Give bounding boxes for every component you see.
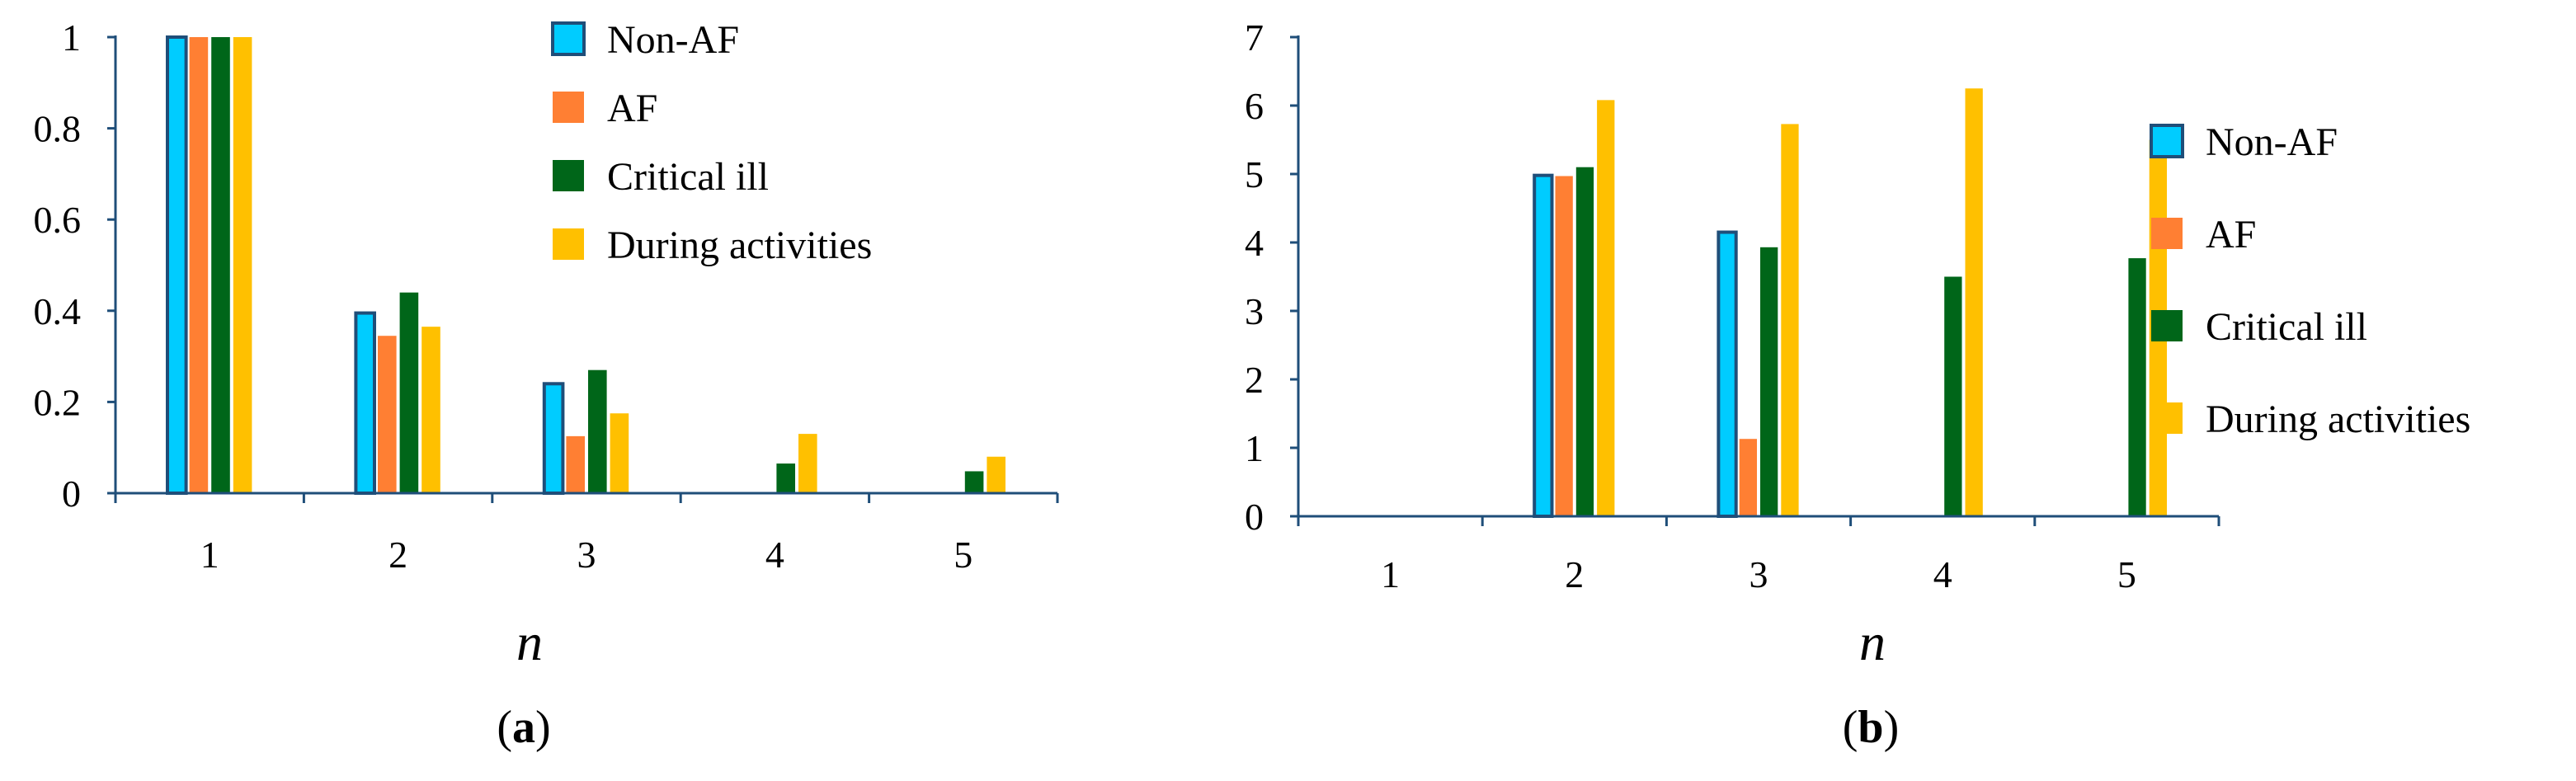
- bar-during-activities-n3: [1781, 124, 1799, 516]
- x-tick-label: 4: [765, 534, 784, 576]
- legend-swatch-critical-ill: [553, 160, 584, 191]
- bar-during-activities-n4: [798, 434, 817, 493]
- bar-non-af-n3: [1717, 230, 1738, 518]
- bar-af-n2: [378, 336, 397, 493]
- bar-af-n3: [566, 435, 585, 493]
- legend-label-critical-ill: Critical ill: [607, 155, 769, 199]
- legend-label-during-activities: During activities: [2206, 398, 2470, 441]
- bar-critical-ill-n4: [1944, 276, 1962, 516]
- legend-label-non-af: Non-AF: [2206, 120, 2338, 164]
- y-tick-label: 0: [1245, 496, 1264, 538]
- bar-during-activities-n4: [1965, 88, 1983, 516]
- bar-critical-ill-n5: [964, 471, 984, 493]
- bar-critical-ill-n4: [776, 463, 795, 493]
- y-tick-label: 1: [62, 16, 81, 59]
- legend-swatch-af: [2151, 218, 2183, 249]
- bar-during-activities-n2: [1597, 100, 1615, 517]
- legend-label-af: AF: [2206, 213, 2256, 256]
- y-tick-label: 5: [1245, 153, 1264, 195]
- legend-label-critical-ill: Critical ill: [2206, 305, 2367, 349]
- panel-label-close: ): [1884, 702, 1900, 753]
- x-tick-label: 3: [1750, 553, 1768, 595]
- chart-panel-a: 00.20.40.60.811 2 3 4 5n(a)Non-AFAFCritical …: [34, 16, 1059, 753]
- x-tick-label: 5: [954, 534, 972, 576]
- bar-non-af-n1: [166, 35, 188, 495]
- bar-during-activities-n5: [987, 456, 1005, 493]
- bar-during-activities-n3: [610, 413, 629, 493]
- bar-during-activities-n2: [421, 327, 440, 493]
- legend-swatch-critical-ill: [2151, 310, 2183, 341]
- panel-label-letter: b: [1858, 702, 1883, 753]
- legend-swatch-during-activities: [2151, 402, 2183, 434]
- y-tick-label: 3: [1245, 290, 1264, 332]
- legend: Non-AF AF Critical ill During activities: [2150, 120, 2470, 441]
- x-tick-label: 4: [1933, 553, 1952, 595]
- bar-non-af-n2: [1533, 173, 1554, 518]
- y-tick-label: 0.2: [34, 381, 82, 423]
- x-tick-label: 3: [577, 534, 596, 576]
- bar-non-af-n2: [354, 311, 376, 495]
- legend: Non-AF AF Critical ill During activities: [551, 18, 872, 267]
- bar-critical-ill-n2: [399, 292, 419, 493]
- panel-label-letter: a: [512, 702, 535, 753]
- panel-label-open: (: [1843, 702, 1858, 753]
- x-tick-label: 1: [1381, 553, 1400, 595]
- x-axis-title: n: [1859, 613, 1886, 671]
- panel-label-close: ): [535, 702, 551, 753]
- bar-af-n3: [1739, 439, 1757, 516]
- y-tick-label: 0.4: [34, 290, 82, 332]
- bar-during-activities-n1: [233, 37, 252, 493]
- bar-critical-ill-n5: [2128, 258, 2146, 516]
- y-tick-label: 2: [1245, 359, 1264, 401]
- panel-label: (a): [497, 702, 550, 753]
- legend-swatch-non-af: [551, 21, 586, 56]
- bar-non-af-n3: [542, 382, 565, 495]
- y-tick-label: 0: [62, 473, 81, 515]
- bar-af-n1: [189, 37, 209, 493]
- y-tick-label: 0.8: [34, 108, 82, 150]
- y-tick-label: 0.6: [34, 199, 82, 241]
- bar-critical-ill-n3: [588, 369, 607, 493]
- y-tick-label: 1: [1245, 427, 1264, 469]
- x-tick-label: 2: [1565, 553, 1584, 595]
- y-tick-label: 6: [1245, 85, 1264, 127]
- x-tick-label: 2: [389, 534, 407, 576]
- bar-critical-ill-n3: [1760, 247, 1778, 516]
- legend-label-af: AF: [607, 87, 657, 130]
- panel-label: (b): [1843, 702, 1899, 753]
- legend-swatch-non-af: [2150, 124, 2184, 158]
- x-axis-title: n: [516, 613, 543, 671]
- x-tick-label: 1: [200, 534, 219, 576]
- bar-af-n2: [1555, 176, 1573, 517]
- bar-critical-ill-n2: [1575, 167, 1594, 516]
- legend-swatch-during-activities: [553, 228, 584, 260]
- y-tick-label: 4: [1245, 222, 1264, 264]
- legend-label-during-activities: During activities: [607, 223, 872, 267]
- y-tick-label: 7: [1245, 16, 1264, 59]
- panel-label-open: (: [497, 702, 512, 753]
- x-tick-label: 5: [2117, 553, 2136, 595]
- bar-critical-ill-n1: [211, 37, 230, 493]
- legend-swatch-af: [553, 92, 584, 123]
- legend-label-non-af: Non-AF: [607, 18, 739, 62]
